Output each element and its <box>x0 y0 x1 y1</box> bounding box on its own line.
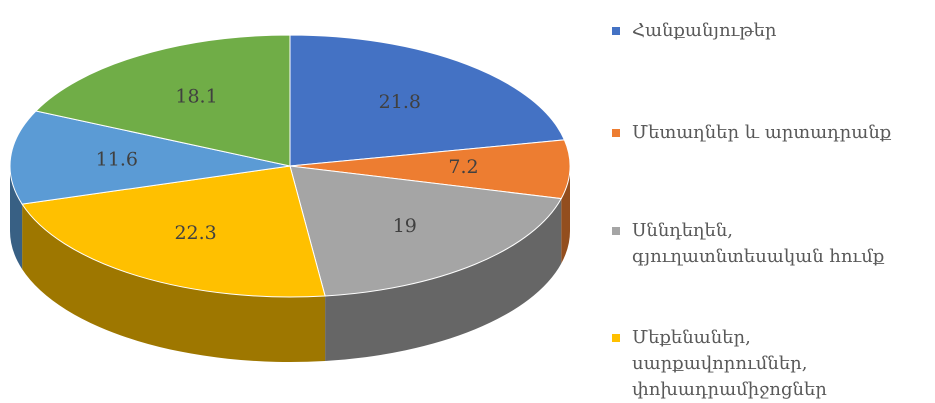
pie-slice <box>289 34 566 167</box>
legend-swatch <box>612 27 620 35</box>
legend-swatch <box>612 227 620 235</box>
legend-item: Սննդեղեն, գյուղատնտեսական հումք <box>612 218 922 270</box>
pie-slice <box>289 165 562 297</box>
data-label: 21.8 <box>379 91 421 113</box>
data-label: 7.2 <box>448 156 478 178</box>
data-label: 19 <box>393 215 417 237</box>
data-label: 11.6 <box>96 148 138 170</box>
legend-label: Հանքանյութեր <box>632 20 777 41</box>
pie-slice <box>289 139 571 200</box>
legend-label: Մեքենաներ, սարքավորումներ, փոխադրամիջոցն… <box>632 327 827 400</box>
legend-item: Մետաղներ և արտադրանք <box>612 120 922 146</box>
pie-slice <box>34 34 291 167</box>
pie-plot: 21.8 7.2 19 22.3 11.6 18.1 <box>9 34 571 363</box>
pie-slice-side <box>22 204 326 363</box>
pie-slice-side <box>325 198 562 361</box>
legend-label: Մետաղներ և արտադրանք <box>632 122 892 143</box>
data-label: 22.3 <box>174 222 216 244</box>
pie-slice-side <box>10 166 23 270</box>
pie-slice-side <box>561 166 570 264</box>
legend-item: Հանքանյութեր <box>612 18 922 44</box>
legend-swatch <box>612 129 620 137</box>
pie-slice <box>21 165 326 298</box>
data-label: 18.1 <box>175 86 217 108</box>
legend-item: Մեքենաներ, սարքավորումներ, փոխադրամիջոցն… <box>612 325 922 403</box>
pie-slice <box>9 110 291 205</box>
legend-swatch <box>612 334 620 342</box>
legend-label: Սննդեղեն, գյուղատնտեսական հումք <box>632 220 885 267</box>
